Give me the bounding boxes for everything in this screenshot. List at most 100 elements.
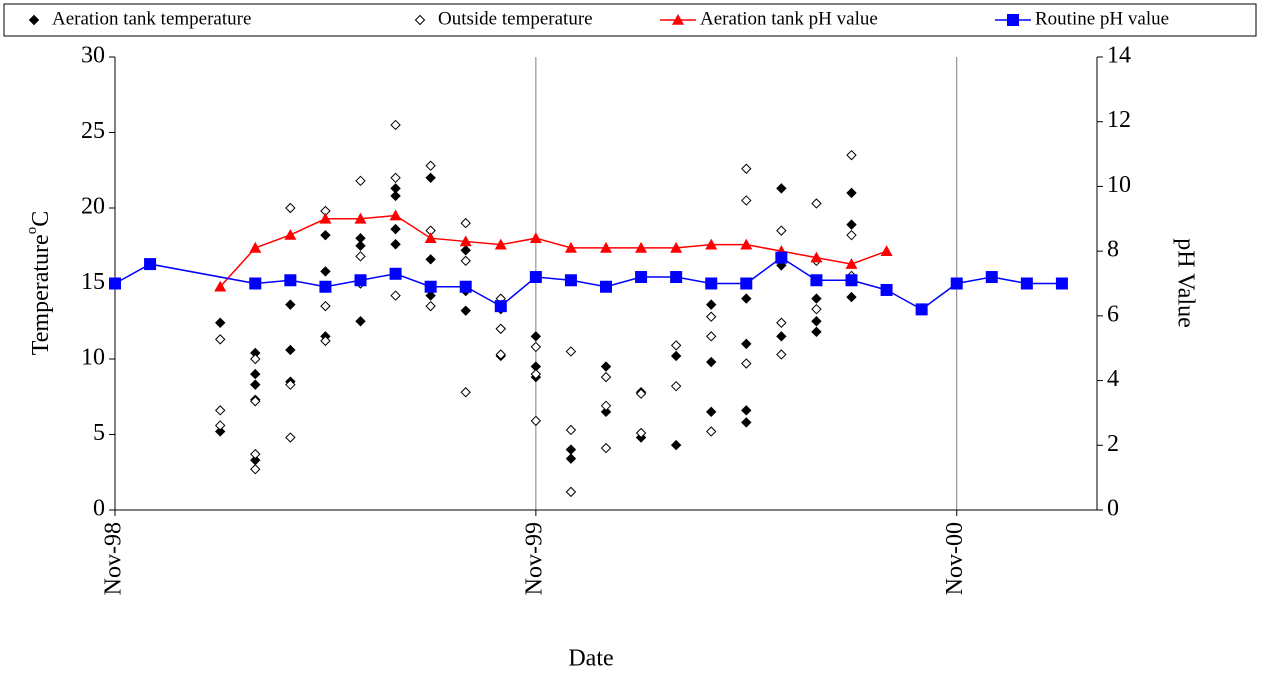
point bbox=[740, 238, 753, 250]
legend-label: Outside temperature bbox=[438, 8, 593, 29]
point bbox=[320, 229, 331, 241]
point bbox=[846, 149, 857, 161]
point bbox=[845, 258, 858, 269]
point bbox=[250, 353, 261, 365]
point bbox=[776, 349, 787, 360]
point bbox=[494, 238, 507, 250]
point bbox=[1055, 277, 1068, 290]
y-axis-label-text: Temperature bbox=[28, 234, 54, 355]
point bbox=[320, 335, 331, 347]
point bbox=[775, 251, 788, 264]
point bbox=[424, 280, 437, 293]
point bbox=[565, 453, 577, 464]
point bbox=[285, 344, 296, 356]
y-axis-label-unit: C bbox=[28, 211, 54, 227]
point bbox=[215, 334, 226, 345]
point bbox=[600, 241, 612, 253]
point bbox=[424, 232, 437, 243]
point bbox=[564, 241, 577, 253]
point bbox=[425, 254, 436, 265]
point bbox=[635, 388, 647, 399]
y-tick-label: 10 bbox=[81, 345, 105, 371]
point bbox=[565, 444, 577, 455]
legend-label: Routine pH value bbox=[1035, 8, 1169, 29]
point bbox=[811, 316, 822, 327]
legend-marker bbox=[28, 14, 40, 26]
y-tick-label: 15 bbox=[81, 269, 105, 295]
point bbox=[670, 380, 682, 392]
point bbox=[741, 405, 752, 416]
y2-tick-label: 12 bbox=[1107, 107, 1131, 133]
point bbox=[355, 175, 366, 187]
y-tick-label: 20 bbox=[81, 194, 105, 220]
point bbox=[915, 303, 928, 316]
y2-tick-label: 4 bbox=[1107, 366, 1119, 392]
point bbox=[460, 387, 471, 398]
point bbox=[390, 119, 401, 131]
point bbox=[670, 340, 682, 351]
point bbox=[425, 290, 436, 301]
point bbox=[284, 274, 297, 287]
legend: Aeration tank temperature Outside tempera… bbox=[28, 8, 1169, 29]
point bbox=[494, 300, 507, 313]
point bbox=[706, 299, 717, 310]
point bbox=[355, 251, 366, 262]
point bbox=[741, 293, 752, 304]
y-tick-label: 30 bbox=[81, 43, 105, 69]
point bbox=[389, 209, 402, 221]
point bbox=[706, 426, 717, 437]
point bbox=[811, 293, 822, 304]
x-axis-label: Date bbox=[568, 646, 613, 672]
point bbox=[811, 198, 822, 209]
point bbox=[705, 238, 718, 250]
point bbox=[249, 241, 262, 253]
legend-marker bbox=[672, 14, 684, 25]
point bbox=[319, 280, 332, 293]
point bbox=[390, 223, 401, 235]
point bbox=[390, 190, 401, 202]
y2-tick-label: 0 bbox=[1107, 496, 1119, 522]
y-tick-label: 5 bbox=[93, 420, 105, 446]
point bbox=[320, 266, 331, 277]
point bbox=[250, 464, 261, 475]
legend-label: Aeration tank pH value bbox=[700, 8, 878, 29]
point bbox=[354, 212, 367, 224]
point bbox=[425, 160, 436, 171]
point bbox=[776, 225, 787, 236]
legend-label: Aeration tank temperature bbox=[52, 8, 251, 29]
point bbox=[355, 316, 366, 327]
point bbox=[740, 277, 753, 290]
point bbox=[355, 240, 366, 251]
point bbox=[249, 277, 262, 290]
point bbox=[985, 271, 998, 284]
point bbox=[635, 241, 648, 253]
x-tick-label: Nov-99 bbox=[521, 522, 547, 595]
point bbox=[600, 406, 612, 418]
point bbox=[741, 358, 752, 369]
point bbox=[706, 356, 717, 368]
point bbox=[565, 424, 577, 436]
point bbox=[564, 274, 577, 287]
point bbox=[705, 277, 718, 290]
point bbox=[285, 432, 296, 443]
point bbox=[354, 274, 367, 287]
point bbox=[460, 305, 471, 316]
point bbox=[425, 300, 436, 312]
point bbox=[495, 349, 506, 360]
point bbox=[215, 405, 226, 416]
point bbox=[250, 379, 261, 390]
y2-tick-label: 8 bbox=[1107, 237, 1119, 263]
point bbox=[529, 271, 542, 284]
point bbox=[600, 361, 612, 372]
point bbox=[706, 311, 717, 322]
y2-tick-label: 14 bbox=[1107, 43, 1131, 69]
y-axis-label-sup: o bbox=[24, 227, 40, 235]
point bbox=[250, 448, 261, 460]
point bbox=[706, 331, 717, 342]
point bbox=[529, 232, 542, 243]
point bbox=[846, 229, 857, 241]
point bbox=[250, 396, 261, 407]
point bbox=[670, 350, 682, 362]
point bbox=[285, 299, 296, 310]
